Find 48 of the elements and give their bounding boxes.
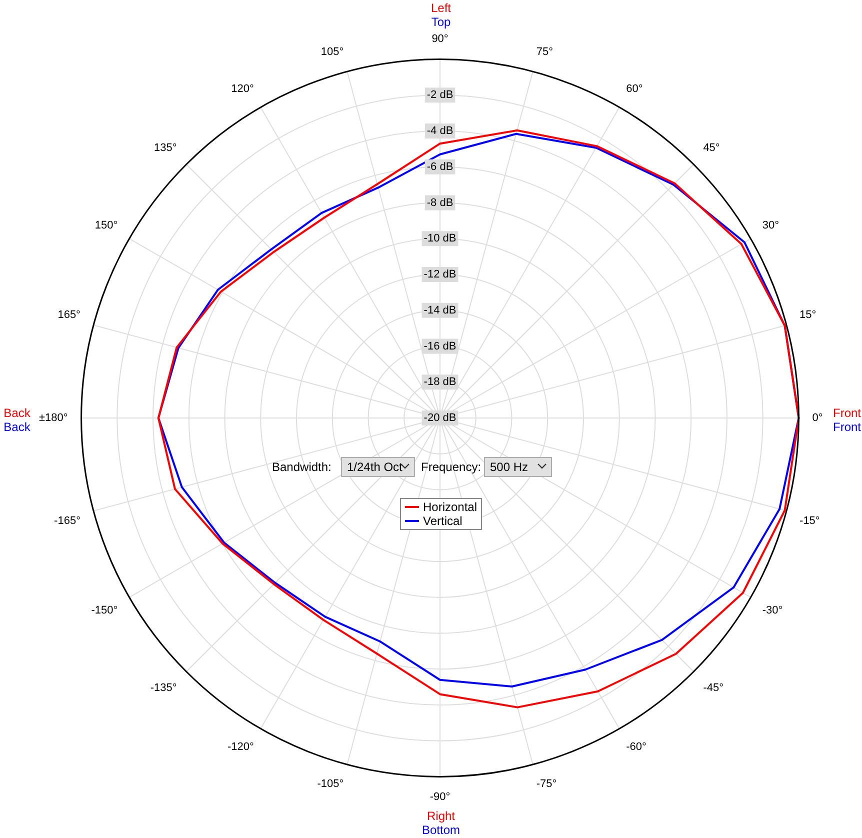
y-tick-label: -14 dB <box>424 304 456 316</box>
spoke-label: -60° <box>626 740 646 753</box>
spoke-label: -105° <box>317 778 344 790</box>
y-tick-label: -6 dB <box>426 160 454 173</box>
spoke-label: ±180° <box>38 412 68 424</box>
spoke-label: -15° <box>800 514 820 527</box>
spoke-label: 0° <box>812 412 823 424</box>
spoke-label: 30° <box>762 219 779 232</box>
spoke-label: 15° <box>800 309 816 322</box>
spoke-label: -30° <box>762 604 783 617</box>
text: Bandwidth: <box>272 459 332 476</box>
spoke-label: -90° <box>430 790 450 803</box>
spoke-label: 90° <box>432 33 448 46</box>
text: Frequency: <box>421 459 482 476</box>
text: Front <box>832 420 862 434</box>
text: Right <box>426 809 456 823</box>
y-tick-label: -2 dB <box>426 89 454 102</box>
spoke-label: -165° <box>54 514 80 527</box>
spoke-label: -75° <box>536 778 557 790</box>
text: Front <box>832 406 862 420</box>
spoke-label: -45° <box>703 682 724 694</box>
spoke-label: 120° <box>231 83 254 96</box>
spoke-label: 60° <box>626 83 643 96</box>
y-tick-label: -16 dB <box>424 340 456 352</box>
legend-label: Vertical <box>423 514 462 528</box>
y-tick-label: -20 dB <box>424 412 456 424</box>
text: Top <box>431 15 451 29</box>
y-tick-label: -10 dB <box>424 232 456 245</box>
y-tick-label: -12 dB <box>424 268 456 281</box>
dropdown: 500 Hz <box>484 457 552 477</box>
text: Left <box>430 1 452 15</box>
dropdown: 1/24th Oct <box>341 457 415 477</box>
spoke-label: -120° <box>227 740 254 753</box>
spoke-label: 135° <box>154 142 177 154</box>
text: Back <box>4 406 30 420</box>
y-tick-label: -8 dB <box>426 196 454 209</box>
legend-label: Horizontal <box>423 500 478 514</box>
text: Back <box>4 420 30 434</box>
spoke-label: 150° <box>94 219 118 232</box>
spoke-label: 165° <box>58 309 80 322</box>
text: Bottom <box>422 823 460 837</box>
spoke-label: 105° <box>320 46 344 58</box>
spoke-label: -150° <box>91 604 118 617</box>
spoke-label: 45° <box>703 142 720 154</box>
y-tick-label: -4 dB <box>426 125 454 138</box>
spoke-label: 75° <box>536 46 553 58</box>
y-tick-label: -18 dB <box>424 376 456 388</box>
spoke-label: -135° <box>150 682 177 694</box>
